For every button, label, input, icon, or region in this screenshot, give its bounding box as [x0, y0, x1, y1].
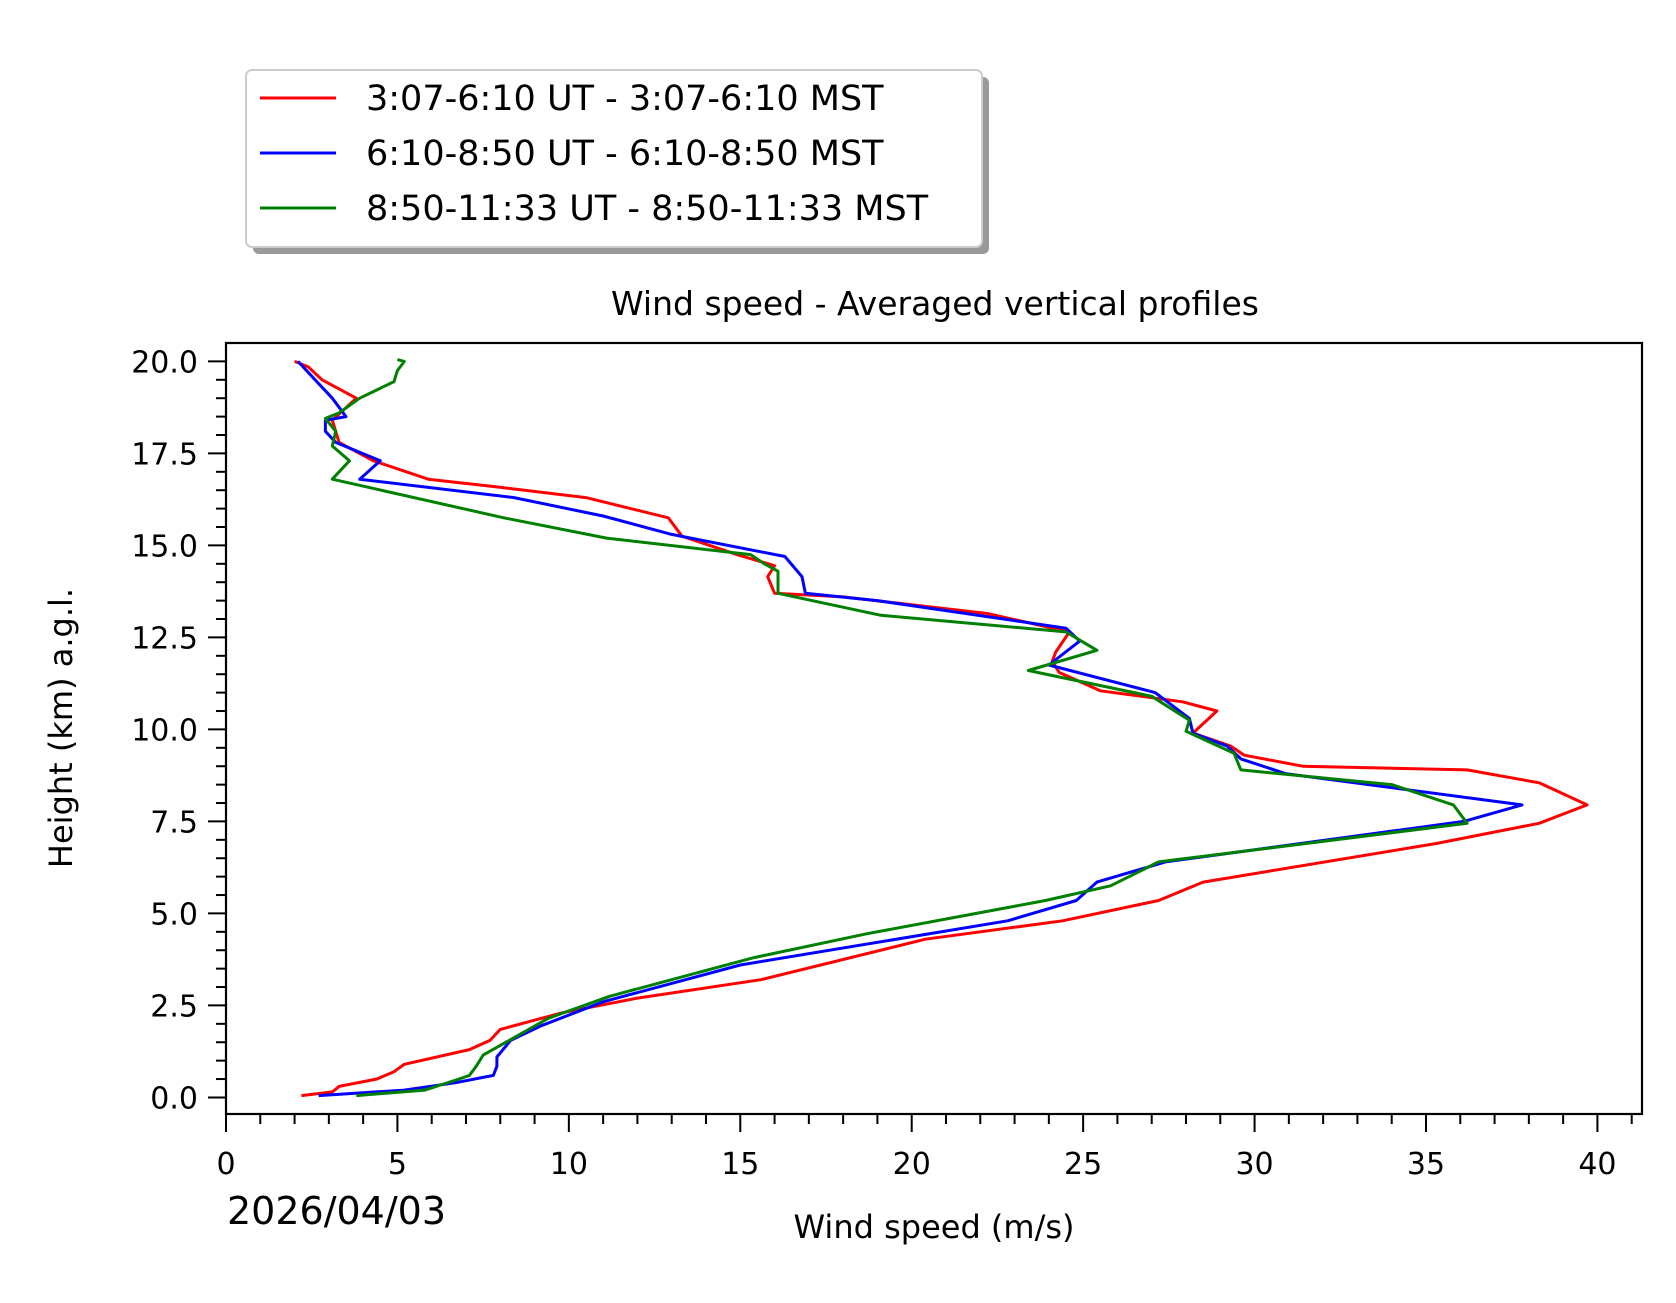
x-tick-label: 20	[893, 1147, 931, 1182]
legend-label-3: 8:50-11:33 UT - 8:50-11:33 MST	[366, 189, 929, 229]
chart-title: Wind speed - Averaged vertical profiles	[611, 284, 1259, 323]
x-tick-label: 0	[216, 1147, 235, 1182]
x-tick-label: 10	[550, 1147, 588, 1182]
series-line-2	[296, 360, 1524, 1098]
y-tick-label: 15.0	[131, 529, 198, 564]
y-tick-label: 5.0	[150, 897, 198, 932]
x-tick-label: 25	[1064, 1147, 1102, 1182]
legend-box	[245, 69, 983, 248]
y-axis-label: Height (km) a.g.l.	[42, 588, 80, 868]
series-line-1	[294, 360, 1589, 1098]
y-tick-label: 0.0	[150, 1081, 198, 1116]
series-layer	[294, 358, 1589, 1098]
y-tick-label: 2.5	[150, 989, 198, 1024]
legend-label-1: 3:07-6:10 UT - 3:07-6:10 MST	[366, 79, 884, 119]
y-tick-label: 20.0	[131, 345, 198, 380]
x-axis: 0 5 10 15 20 25 30 35 40	[216, 1114, 1633, 1182]
series-line-3	[323, 358, 1469, 1098]
plot-frame	[224, 341, 1644, 1116]
plot-area	[224, 341, 1644, 1116]
x-tick-label: 5	[388, 1147, 407, 1182]
x-tick-label: 15	[721, 1147, 759, 1182]
y-tick-label: 10.0	[131, 713, 198, 748]
y-axis: 0.0 2.5 5.0 7.5 10.0 12.5 15.0 17.5 20.0	[131, 345, 226, 1116]
x-tick-label: 40	[1578, 1147, 1616, 1182]
legend-label-2: 6:10-8:50 UT - 6:10-8:50 MST	[366, 134, 884, 174]
y-tick-label: 17.5	[131, 437, 198, 472]
x-axis-label: Wind speed (m/s)	[793, 1208, 1074, 1246]
y-tick-label: 7.5	[150, 805, 198, 840]
x-tick-label: 35	[1407, 1147, 1445, 1182]
x-tick-label: 30	[1235, 1147, 1273, 1182]
y-tick-label: 12.5	[131, 621, 198, 656]
legend: 3:07-6:10 UT - 3:07-6:10 MST 6:10-8:50 UT…	[245, 69, 989, 254]
date-label: 2026/04/03	[227, 1189, 446, 1233]
